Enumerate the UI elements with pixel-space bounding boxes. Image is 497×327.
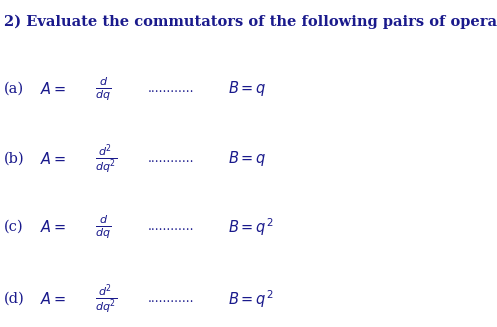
Text: $\frac{d^2}{dq^2}$: $\frac{d^2}{dq^2}$ (95, 282, 117, 316)
Text: $B = q$: $B = q$ (228, 149, 267, 168)
Text: $A =$: $A =$ (40, 291, 66, 307)
Text: (b): (b) (4, 152, 25, 166)
Text: ............: ............ (148, 292, 194, 305)
Text: $\frac{d}{dq}$: $\frac{d}{dq}$ (95, 213, 111, 241)
Text: ............: ............ (148, 82, 194, 95)
Text: $A =$: $A =$ (40, 81, 66, 97)
Text: 2) Evaluate the commutators of the following pairs of operators:: 2) Evaluate the commutators of the follo… (4, 15, 497, 29)
Text: $B = q$: $B = q$ (228, 79, 267, 98)
Text: (a): (a) (4, 82, 24, 96)
Text: $A =$: $A =$ (40, 151, 66, 167)
Text: $\frac{d^2}{dq^2}$: $\frac{d^2}{dq^2}$ (95, 142, 117, 176)
Text: $B = q^2$: $B = q^2$ (228, 216, 273, 238)
Text: (c): (c) (4, 220, 24, 234)
Text: $\frac{d}{dq}$: $\frac{d}{dq}$ (95, 75, 111, 103)
Text: $B = q^2$: $B = q^2$ (228, 288, 273, 310)
Text: ............: ............ (148, 152, 194, 165)
Text: (d): (d) (4, 292, 25, 306)
Text: ............: ............ (148, 220, 194, 233)
Text: $A =$: $A =$ (40, 219, 66, 235)
